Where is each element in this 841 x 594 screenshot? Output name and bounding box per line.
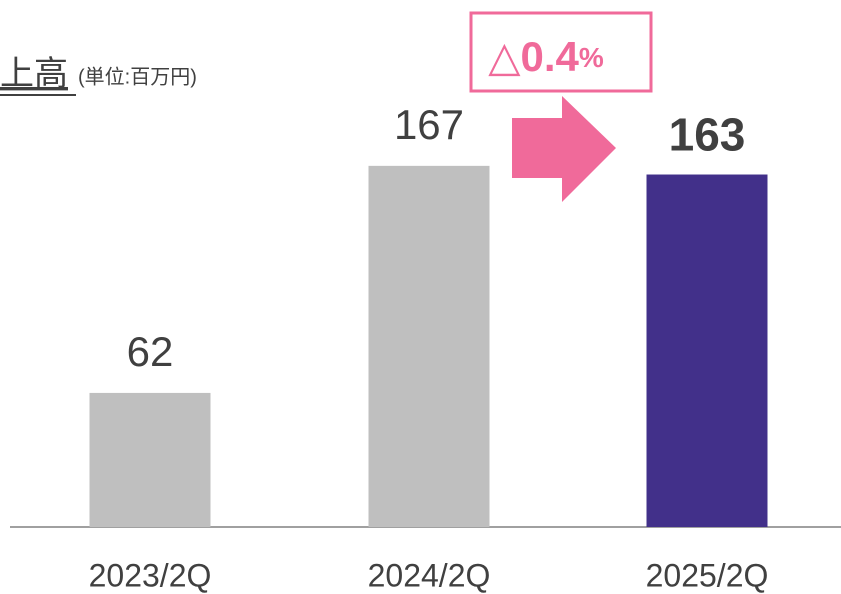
- x-tick-label: 2025/2Q: [646, 557, 769, 593]
- bar: [646, 174, 768, 527]
- annotation-box: [469, 11, 653, 93]
- chart-title: 上高: [0, 55, 68, 93]
- annotation: △0.4%: [488, 33, 604, 80]
- value-label: 163: [669, 109, 746, 161]
- value-label: 167: [394, 101, 464, 148]
- x-tick-label: 2024/2Q: [368, 557, 491, 593]
- chart-subtitle: (単位:百万円): [78, 65, 197, 88]
- bar: [89, 392, 211, 527]
- x-tick-label: 2023/2Q: [89, 557, 212, 593]
- annotation-unit: %: [579, 42, 604, 73]
- annotation-value: △0.4: [488, 33, 579, 80]
- bar: [368, 165, 490, 528]
- change-arrow: [512, 96, 616, 202]
- value-label: 62: [127, 328, 174, 375]
